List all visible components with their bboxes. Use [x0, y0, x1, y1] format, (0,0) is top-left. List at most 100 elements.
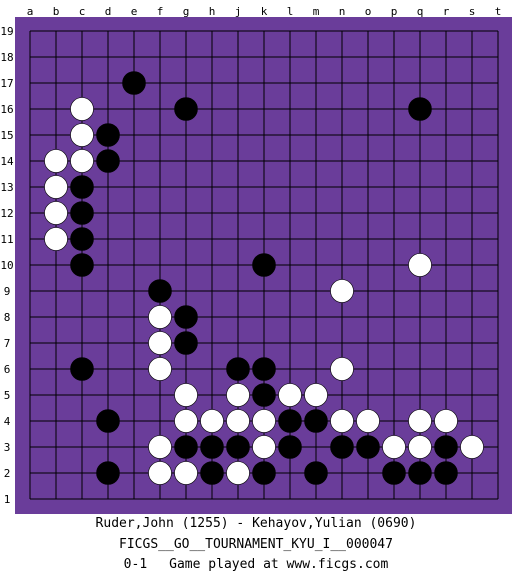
white-stone[interactable] [148, 435, 172, 459]
white-stone[interactable] [434, 409, 458, 433]
white-stone[interactable] [330, 357, 354, 381]
white-stone[interactable] [174, 409, 198, 433]
white-stone[interactable] [226, 461, 250, 485]
black-stone[interactable] [96, 149, 120, 173]
black-stone[interactable] [200, 435, 224, 459]
black-stone[interactable] [174, 305, 198, 329]
black-stone[interactable] [148, 279, 172, 303]
white-stone[interactable] [408, 409, 432, 433]
row-label: 6 [4, 363, 11, 376]
white-stone[interactable] [356, 409, 380, 433]
row-label: 10 [0, 259, 13, 272]
column-label: s [469, 5, 476, 18]
black-stone[interactable] [96, 461, 120, 485]
black-stone[interactable] [70, 357, 94, 381]
black-stone[interactable] [278, 409, 302, 433]
black-stone[interactable] [200, 461, 224, 485]
black-stone[interactable] [96, 123, 120, 147]
white-stone[interactable] [174, 461, 198, 485]
black-stone[interactable] [174, 97, 198, 121]
row-label: 5 [4, 389, 11, 402]
row-label: 12 [0, 207, 13, 220]
black-stone[interactable] [174, 435, 198, 459]
white-stone[interactable] [174, 383, 198, 407]
black-stone[interactable] [252, 383, 276, 407]
white-stone[interactable] [252, 435, 276, 459]
black-stone[interactable] [408, 461, 432, 485]
black-stone[interactable] [174, 331, 198, 355]
row-label: 8 [4, 311, 11, 324]
black-stone[interactable] [434, 435, 458, 459]
white-stone[interactable] [44, 201, 68, 225]
tournament-caption: FICGS__GO__TOURNAMENT_KYU_I__000047 [119, 537, 393, 552]
row-label: 2 [4, 467, 11, 480]
white-stone[interactable] [70, 97, 94, 121]
column-label: e [131, 5, 138, 18]
row-labels: 19 18 17 16 15 14 13 12 11 10 9 8 7 6 5 4 3 2 1 [0, 25, 14, 506]
column-label: o [365, 5, 372, 18]
white-stone[interactable] [148, 461, 172, 485]
white-stone[interactable] [304, 383, 328, 407]
white-stone[interactable] [148, 305, 172, 329]
black-stone[interactable] [434, 461, 458, 485]
white-stone[interactable] [44, 175, 68, 199]
white-stone[interactable] [408, 253, 432, 277]
black-stone[interactable] [70, 175, 94, 199]
white-stone[interactable] [382, 435, 406, 459]
white-stone[interactable] [70, 149, 94, 173]
black-stone[interactable] [226, 357, 250, 381]
black-stone[interactable] [356, 435, 380, 459]
black-stone[interactable] [382, 461, 406, 485]
white-stone[interactable] [226, 409, 250, 433]
white-stone[interactable] [408, 435, 432, 459]
black-stone[interactable] [330, 435, 354, 459]
black-stone[interactable] [70, 253, 94, 277]
row-label: 16 [0, 103, 13, 116]
white-stone[interactable] [44, 149, 68, 173]
row-label: 11 [0, 233, 13, 246]
black-stone[interactable] [252, 461, 276, 485]
column-label: n [339, 5, 346, 18]
result-line: 0-1 Game played at www.ficgs.com [0, 557, 512, 572]
row-label: 15 [0, 129, 13, 142]
black-stone[interactable] [122, 71, 146, 95]
white-stone[interactable] [252, 409, 276, 433]
row-label: 7 [4, 337, 11, 350]
white-stone[interactable] [278, 383, 302, 407]
column-label: q [417, 5, 424, 18]
row-label: 4 [4, 415, 11, 428]
white-stone[interactable] [70, 123, 94, 147]
column-label: g [183, 5, 190, 18]
column-label: j [235, 5, 242, 18]
white-stone[interactable] [148, 357, 172, 381]
column-label: d [105, 5, 112, 18]
black-stone[interactable] [408, 97, 432, 121]
black-stone[interactable] [278, 435, 302, 459]
black-stone[interactable] [304, 409, 328, 433]
white-stone[interactable] [330, 279, 354, 303]
white-stone[interactable] [148, 331, 172, 355]
black-stone[interactable] [70, 201, 94, 225]
black-stone[interactable] [252, 357, 276, 381]
white-stone[interactable] [44, 227, 68, 251]
black-stone[interactable] [304, 461, 328, 485]
row-label: 18 [0, 51, 13, 64]
white-stone[interactable] [226, 383, 250, 407]
column-label: l [287, 5, 294, 18]
stones-layer[interactable] [44, 71, 484, 485]
players-caption: Ruder,John (1255) - Kehayov,Yulian (0690… [95, 516, 417, 531]
white-stone[interactable] [200, 409, 224, 433]
column-label: k [261, 5, 268, 18]
black-stone[interactable] [226, 435, 250, 459]
black-stone[interactable] [70, 227, 94, 251]
column-label: a [27, 5, 34, 18]
row-label: 9 [4, 285, 11, 298]
column-label: f [157, 5, 164, 18]
row-label: 1 [4, 493, 11, 506]
white-stone[interactable] [460, 435, 484, 459]
black-stone[interactable] [252, 253, 276, 277]
black-stone[interactable] [96, 409, 120, 433]
white-stone[interactable] [330, 409, 354, 433]
